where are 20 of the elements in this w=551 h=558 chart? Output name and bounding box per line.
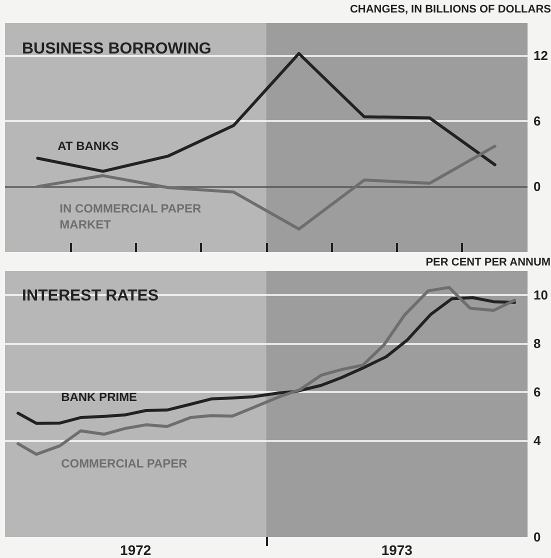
line-series	[16, 286, 516, 456]
text: INTEREST RATES	[22, 288, 159, 304]
y-axis-title: PER CENT PER ANNUM	[426, 256, 551, 268]
y-tick-label: 4	[534, 432, 542, 448]
y-tick-label: 6	[534, 384, 541, 400]
y-tick-label: 0	[534, 530, 541, 544]
series-label: AT BANKS	[58, 139, 119, 154]
series-label: IN COMMERCIAL PAPER MARKET	[60, 202, 205, 232]
line-series	[36, 52, 496, 173]
x-tick-label: 1972	[120, 542, 152, 558]
series-label: COMMERCIAL PAPER	[61, 456, 188, 471]
y-axis-title: CHANGES, IN BILLIONS OF DOLLARS	[350, 4, 551, 16]
y-tick-label: 0	[534, 179, 541, 194]
series-label: BANK PRIME	[61, 390, 138, 404]
y-tick-label: 8	[534, 336, 541, 352]
x-tick-label: 1973	[381, 542, 413, 558]
y-tick-label: 10	[534, 288, 548, 303]
y-tick-label: 6	[534, 114, 541, 129]
y-tick-label: 12	[534, 48, 548, 64]
text: BUSINESS BORROWING	[22, 40, 212, 58]
